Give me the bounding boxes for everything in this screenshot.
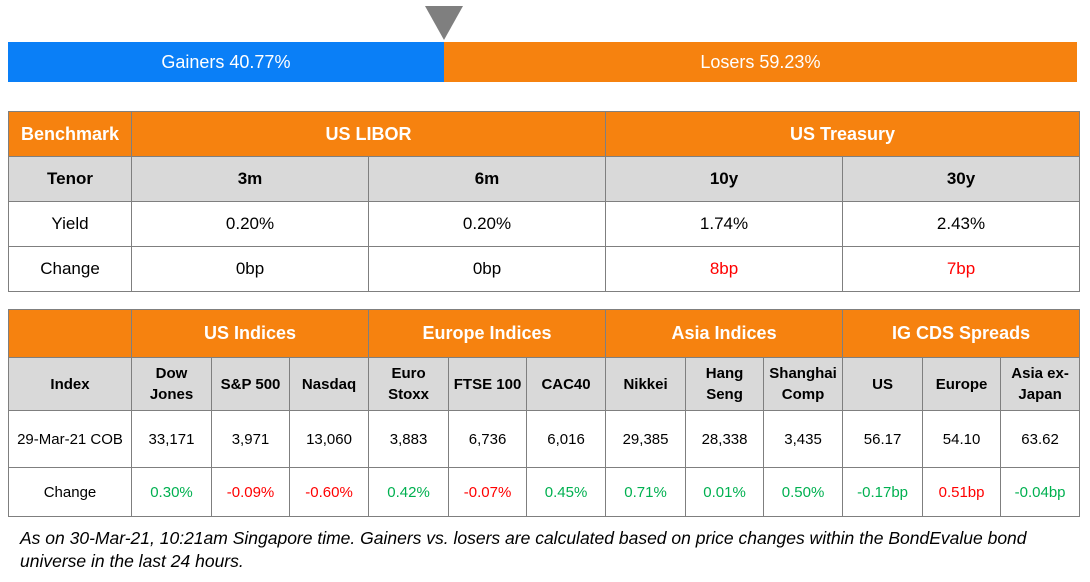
losers-label: Losers 59.23% [700, 51, 821, 72]
change-label: Change [8, 467, 132, 517]
group-asia-indices: Asia Indices [605, 309, 844, 358]
index-change-cell: 0.42% [368, 467, 450, 517]
index-change-cell: -0.09% [211, 467, 290, 517]
yield-cell: 0.20% [131, 201, 369, 247]
index-change-cell: -0.17bp [842, 467, 924, 517]
date-label: 29-Mar-21 COB [8, 410, 132, 468]
index-name-cell: CAC40 [526, 357, 607, 411]
index-header: Index [8, 357, 132, 411]
change-label: Change [8, 246, 132, 292]
index-change-cell: -0.07% [448, 467, 528, 517]
index-change-cell: -0.60% [288, 467, 370, 517]
index-name-cell: Dow Jones [131, 357, 212, 411]
group-us-indices: US Indices [130, 309, 370, 358]
index-value-cell: 63.62 [1000, 410, 1081, 468]
index-value-cell: 33,171 [131, 410, 212, 468]
index-value-cell: 54.10 [922, 410, 1002, 468]
libor-header: US LIBOR [130, 111, 607, 157]
index-value-cell: 28,338 [685, 410, 765, 468]
index-value-cell: 29,385 [605, 410, 687, 468]
index-change-cell: -0.04bp [1000, 467, 1081, 517]
gainers-segment: Gainers 40.77% [8, 42, 444, 82]
change-cell: 0bp [367, 246, 607, 292]
index-value-cell: 56.17 [842, 410, 924, 468]
tenor-cell: 30y [842, 156, 1081, 202]
index-name-cell: S&P 500 [211, 357, 290, 411]
index-change-cell: 0.50% [763, 467, 844, 517]
index-value-cell: 3,435 [763, 410, 844, 468]
group-europe-indices: Europe Indices [368, 309, 607, 358]
group-ig-cds-spreads: IG CDS Spreads [842, 309, 1081, 358]
tenor-header: Tenor [8, 156, 132, 202]
index-value-cell: 3,971 [211, 410, 290, 468]
index-name-cell: Shanghai Comp [763, 357, 844, 411]
treasury-header: US Treasury [605, 111, 1081, 157]
index-change-cell: 0.01% [685, 467, 765, 517]
tenor-cell: 10y [605, 156, 844, 202]
gainers-losers-bar: Gainers 40.77% Losers 59.23% [8, 42, 1077, 82]
index-name-cell: Nasdaq [288, 357, 370, 411]
index-name-cell: Nikkei [605, 357, 687, 411]
index-value-cell: 6,016 [526, 410, 607, 468]
change-cell: 0bp [131, 246, 369, 292]
split-marker-icon [425, 6, 463, 40]
tenor-cell: 3m [131, 156, 369, 202]
index-change-cell: 0.51bp [922, 467, 1002, 517]
change-cell: 8bp [605, 246, 844, 292]
yield-cell: 2.43% [842, 201, 1081, 247]
index-name-cell: Europe [922, 357, 1002, 411]
index-name-cell: FTSE 100 [448, 357, 528, 411]
gainers-label: Gainers 40.77% [161, 51, 291, 72]
index-change-cell: 0.45% [526, 467, 607, 517]
tenor-cell: 6m [367, 156, 607, 202]
index-value-cell: 13,060 [288, 410, 370, 468]
index-value-cell: 6,736 [448, 410, 528, 468]
index-value-cell: 3,883 [368, 410, 450, 468]
footnote: As on 30-Mar-21, 10:21am Singapore time.… [20, 528, 1027, 571]
yield-label: Yield [8, 201, 132, 247]
index-name-cell: Asia ex-Japan [1000, 357, 1081, 411]
index-name-cell: Euro Stoxx [368, 357, 450, 411]
indices-table: US Indices Europe Indices Asia Indices I… [8, 309, 1081, 517]
yield-cell: 0.20% [367, 201, 607, 247]
change-cell: 7bp [842, 246, 1081, 292]
index-name-cell: US [842, 357, 924, 411]
losers-segment: Losers 59.23% [443, 42, 1077, 82]
index-change-cell: 0.30% [131, 467, 212, 517]
yield-cell: 1.74% [605, 201, 844, 247]
index-change-cell: 0.71% [605, 467, 687, 517]
rates-table: Benchmark US LIBOR US Treasury Tenor 3m … [8, 111, 1081, 292]
benchmark-header: Benchmark [8, 111, 132, 157]
index-name-cell: Hang Seng [685, 357, 765, 411]
indices-corner [8, 309, 132, 358]
